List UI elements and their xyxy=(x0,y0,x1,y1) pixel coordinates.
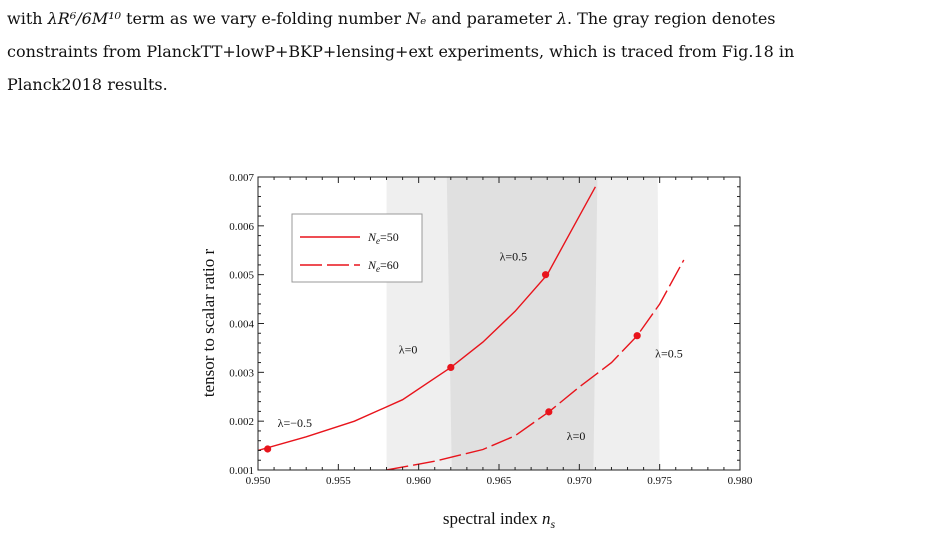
caption-math-lambda: λ xyxy=(556,9,567,28)
y-tick-label: 0.005 xyxy=(229,270,254,282)
x-tick-label: 0.970 xyxy=(567,475,592,487)
legend-box xyxy=(291,213,423,283)
constraint-region-inner xyxy=(446,177,598,470)
lambda-annotation: λ=0.5 xyxy=(500,250,528,264)
caption-line-2: constraints from PlanckTT+lowP+BKP+lensi… xyxy=(7,42,795,61)
x-tick-label: 0.975 xyxy=(647,475,672,487)
legend-entry-label: Ne=50 xyxy=(367,230,399,246)
caption-math-term: λR⁶/6M¹⁰ xyxy=(47,9,122,28)
y-axis-label: tensor to scalar ratio r xyxy=(199,249,218,398)
series-line-ne60 xyxy=(386,259,685,470)
data-point-marker xyxy=(633,332,641,340)
legend-entry-label: Ne=60 xyxy=(367,258,399,274)
lambda-annotation: λ=0 xyxy=(399,342,418,356)
caption-line-1: with λR⁶/6M¹⁰ term as we vary e-folding … xyxy=(7,2,939,35)
caption-text: and parameter xyxy=(431,9,552,28)
lambda-annotation: λ=−0.5 xyxy=(278,416,312,430)
y-tick-label: 0.004 xyxy=(229,319,254,331)
data-point-marker xyxy=(264,445,272,453)
y-tick-label: 0.007 xyxy=(229,172,254,184)
legend: Ne=50 Ne=60 xyxy=(291,213,423,283)
data-point-marker xyxy=(447,363,455,372)
x-tick-label: 0.950 xyxy=(246,475,271,487)
x-tick-label: 0.955 xyxy=(326,475,351,487)
figure-caption: with λR⁶/6M¹⁰ term as we vary e-folding … xyxy=(7,2,939,101)
y-tick-label: 0.001 xyxy=(229,465,254,477)
caption-text: term as we vary e-folding number xyxy=(126,9,402,28)
caption-math-ne: Nₑ xyxy=(406,9,427,28)
caption-text: with xyxy=(7,9,43,28)
caption-line-3: Planck2018 results. xyxy=(7,75,168,94)
x-tick-label: 0.960 xyxy=(406,475,431,487)
data-point-marker xyxy=(541,271,550,279)
x-tick-label: 0.980 xyxy=(728,475,753,487)
series-line-ne50 xyxy=(258,186,597,452)
y-tick-label: 0.006 xyxy=(229,221,254,233)
lambda-annotation: λ=0 xyxy=(567,429,586,443)
x-tick-label: 0.965 xyxy=(487,475,512,487)
lambda-annotation: λ=0.5 xyxy=(655,347,683,361)
data-point-marker xyxy=(545,408,553,416)
y-tick-label: 0.002 xyxy=(229,416,254,428)
x-axis-label: spectral index ns xyxy=(443,509,556,531)
caption-text: . The gray region denotes xyxy=(567,9,776,28)
y-tick-label: 0.003 xyxy=(229,367,254,379)
